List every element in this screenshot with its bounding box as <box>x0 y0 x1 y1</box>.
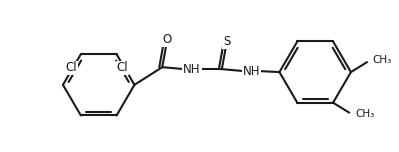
Text: Cl: Cl <box>65 61 77 74</box>
Text: CH₃: CH₃ <box>355 109 374 119</box>
Text: O: O <box>163 33 172 46</box>
Text: NH: NH <box>183 63 201 76</box>
Text: Cl: Cl <box>117 61 128 74</box>
Text: S: S <box>223 35 231 48</box>
Text: NH: NH <box>243 65 261 78</box>
Text: CH₃: CH₃ <box>373 55 392 65</box>
